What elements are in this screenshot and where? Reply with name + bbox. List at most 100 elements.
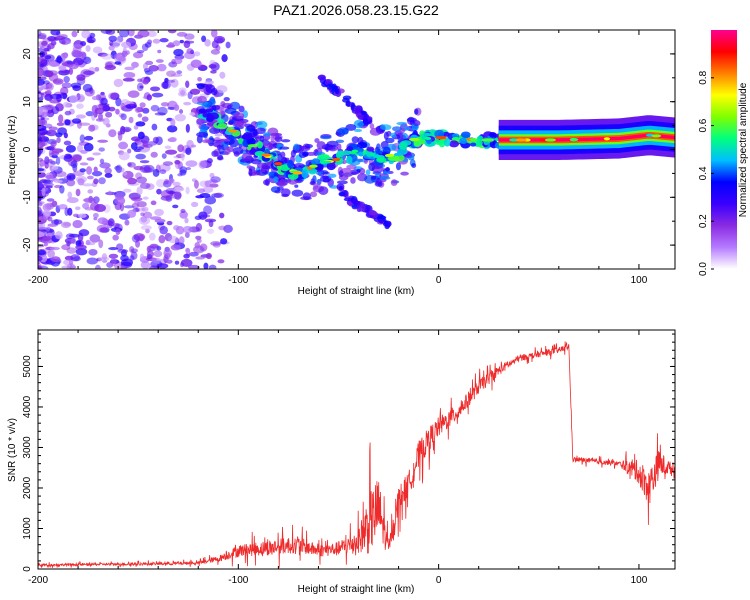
noise-blob bbox=[161, 153, 167, 159]
noise-blob bbox=[210, 48, 221, 55]
signal-blob bbox=[294, 184, 299, 188]
noise-blob bbox=[135, 239, 141, 248]
noise-blob bbox=[136, 186, 143, 196]
noise-blob bbox=[44, 156, 50, 165]
noise-blob bbox=[92, 46, 103, 54]
noise-blob bbox=[77, 178, 85, 186]
noise-blob bbox=[147, 30, 157, 38]
ridge-hotspot bbox=[544, 138, 556, 142]
noise-blob bbox=[64, 207, 69, 217]
signal-blob bbox=[370, 175, 377, 180]
noise-blob bbox=[97, 52, 108, 57]
noise-blob bbox=[39, 179, 52, 184]
noise-blob bbox=[120, 102, 126, 111]
signal-blob bbox=[353, 119, 364, 129]
noise-blob bbox=[66, 197, 79, 204]
noise-blob bbox=[39, 235, 52, 242]
noise-blob bbox=[66, 61, 76, 65]
noise-blob bbox=[131, 234, 140, 243]
noise-blob bbox=[159, 38, 169, 43]
signal-blob bbox=[273, 172, 279, 178]
noise-blob bbox=[136, 176, 148, 184]
noise-blob bbox=[216, 85, 228, 94]
noise-blob bbox=[183, 40, 191, 49]
ridge-blob bbox=[237, 138, 244, 144]
ridge-blob bbox=[413, 139, 422, 147]
noise-blob bbox=[102, 105, 111, 112]
noise-blob bbox=[72, 154, 82, 162]
branch-blob bbox=[355, 107, 362, 113]
noise-blob bbox=[83, 56, 92, 65]
noise-blob bbox=[55, 31, 61, 37]
colorbar: 0.0 0.2 0.4 0.6 0.8 Normalized spectral ampl… bbox=[698, 30, 749, 276]
x-tick-label: -200 bbox=[28, 275, 48, 286]
spectrogram-x-ticks: -200 -100 0 100 bbox=[28, 30, 648, 286]
noise-blob bbox=[81, 30, 91, 39]
noise-blob bbox=[38, 30, 42, 37]
noise-blob bbox=[117, 249, 129, 254]
noise-blob bbox=[83, 70, 95, 75]
noise-blob bbox=[223, 224, 233, 233]
noise-blob bbox=[204, 218, 217, 223]
noise-blob bbox=[205, 252, 212, 260]
noise-blob bbox=[164, 77, 169, 83]
noise-blob bbox=[136, 82, 144, 92]
ridge-blob bbox=[342, 150, 352, 156]
noise-blob bbox=[185, 160, 198, 168]
noise-blob bbox=[189, 88, 201, 95]
noise-blob bbox=[154, 218, 166, 223]
x-tick-label: -200 bbox=[28, 575, 48, 586]
noise-blob bbox=[51, 165, 59, 171]
noise-blob bbox=[121, 41, 132, 48]
noise-blob bbox=[146, 94, 153, 101]
signal-blob bbox=[275, 133, 280, 142]
noise-blob bbox=[105, 111, 113, 118]
noise-blob bbox=[174, 159, 181, 165]
noise-blob bbox=[89, 234, 101, 243]
colorbar-tick-label: 0.0 bbox=[698, 262, 709, 276]
noise-blob bbox=[162, 81, 169, 89]
noise-blob bbox=[219, 71, 226, 79]
signal-blob bbox=[342, 128, 349, 135]
signal-blob bbox=[338, 170, 344, 178]
ridge-blob bbox=[399, 143, 408, 150]
ridge-blob bbox=[217, 118, 225, 124]
noise-blob bbox=[91, 170, 103, 177]
ridge-blob bbox=[287, 159, 294, 169]
noise-blob bbox=[128, 116, 134, 124]
ridge-blob bbox=[459, 137, 468, 145]
noise-blob bbox=[163, 248, 172, 258]
noise-blob bbox=[133, 125, 139, 130]
noise-blob bbox=[59, 185, 65, 194]
y-tick-label: 10 bbox=[22, 96, 33, 108]
signal-blob bbox=[337, 143, 342, 151]
noise-blob bbox=[150, 104, 160, 112]
noise-blob bbox=[183, 101, 192, 106]
colorbar-tick-label: 0.6 bbox=[698, 118, 709, 132]
noise-blob bbox=[115, 164, 123, 174]
signal-blob bbox=[256, 162, 268, 169]
x-tick-label: -100 bbox=[228, 575, 248, 586]
noise-blob bbox=[79, 134, 85, 143]
noise-blob bbox=[139, 164, 151, 174]
noise-blob bbox=[43, 210, 52, 217]
noise-blob bbox=[71, 30, 78, 38]
noise-blob bbox=[93, 166, 98, 173]
y-tick-label: 3000 bbox=[22, 436, 33, 459]
noise-blob bbox=[99, 158, 105, 164]
ridge-blob bbox=[442, 131, 451, 137]
ridge-hotspot bbox=[319, 160, 332, 164]
noise-blob bbox=[85, 242, 96, 246]
noise-blob bbox=[79, 162, 89, 166]
noise-blob bbox=[158, 235, 166, 244]
noise-blob bbox=[67, 191, 73, 199]
noise-blob bbox=[94, 107, 105, 115]
noise-blob bbox=[184, 33, 195, 40]
noise-blob bbox=[47, 249, 55, 259]
noise-blob bbox=[179, 109, 184, 114]
noise-blob bbox=[87, 189, 94, 194]
noise-blob bbox=[179, 210, 188, 219]
noise-blob bbox=[137, 131, 145, 140]
noise-blob bbox=[94, 264, 101, 269]
noise-blob bbox=[72, 220, 83, 229]
